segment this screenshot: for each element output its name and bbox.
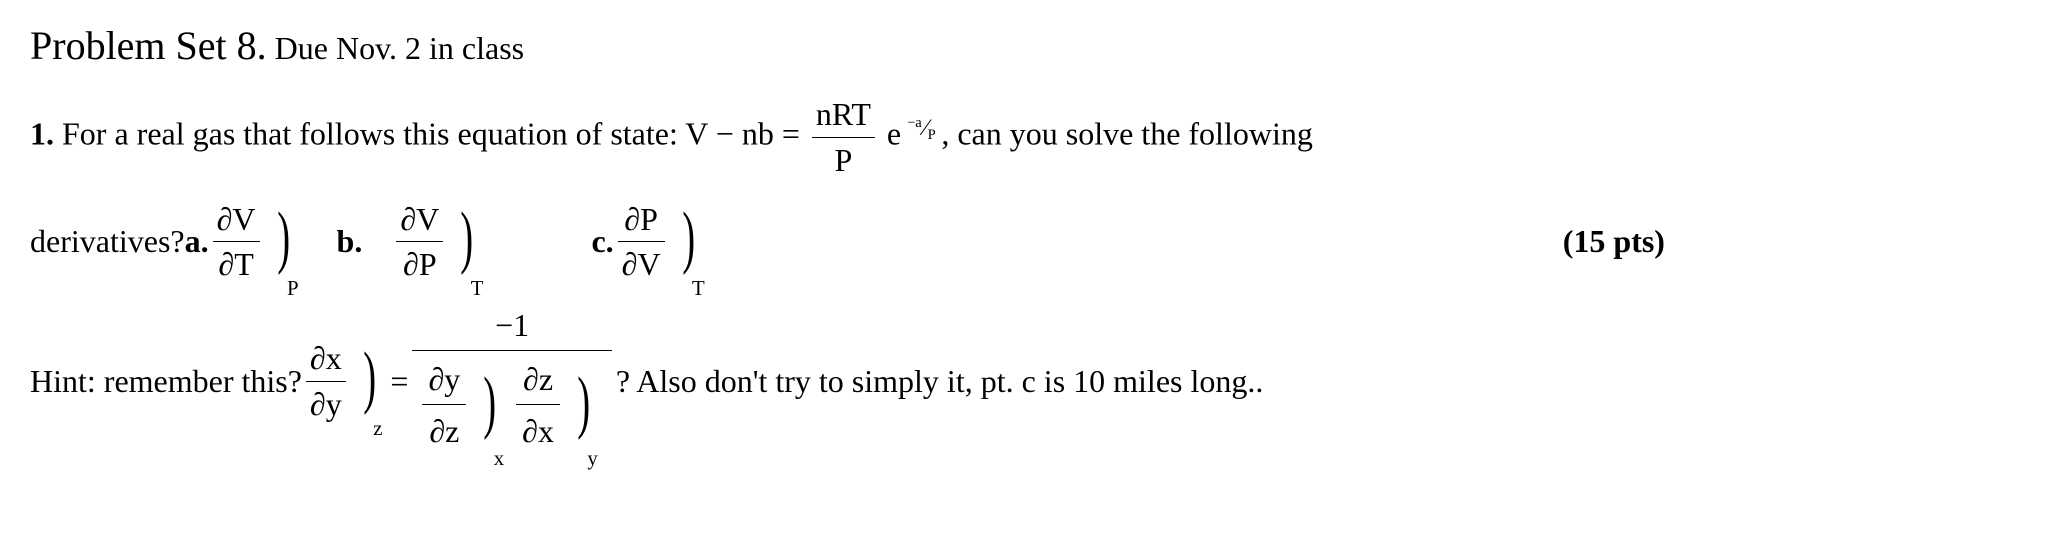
derivatives-line: derivatives? a. ∂V ∂T )P b. ∂V ∂P )T c. … [30,197,2016,288]
frac-num: nRT [812,92,875,137]
dv-dt: ∂V ∂T [213,197,260,288]
triple-lhs: ∂x ∂y )z [302,336,391,427]
dv-dp-den: ∂P [396,241,443,287]
dx-dy: ∂x ∂y [306,336,346,427]
dv-dp-num: ∂V [396,197,443,242]
partial-b: ∂V ∂P )T [392,197,491,288]
problem-lead-a: For a real gas that follows this equatio… [62,116,808,152]
header: Problem Set 8. Due Nov. 2 in class [30,18,2016,74]
equals: = [390,359,408,404]
dz-dx-num: ∂z [516,355,560,404]
part-a-label: a. [185,219,209,264]
close-paren-icon: ) [461,206,474,269]
dy-dz-den: ∂z [422,404,466,458]
part-b-label: b. [337,219,363,264]
partial-a-sub: P [287,274,299,303]
exp-num: −a [907,115,922,131]
close-paren-icon: ) [484,371,497,434]
close-paren-icon: ) [277,206,290,269]
title-main: Problem Set 8. [30,23,267,68]
dp-dv: ∂P ∂V [618,197,665,288]
exponential-e: e [887,116,901,152]
dv-dt-num: ∂V [213,197,260,242]
part-c-label: c. [591,219,613,264]
close-paren-icon: ) [577,371,590,434]
dz-dx-sub: y [587,444,597,473]
dv-dt-den: ∂T [213,241,260,287]
triple-lhs-sub: z [373,414,382,443]
dv-dp: ∂V ∂P [396,197,443,288]
triple-rhs: −1 ∂y ∂z )x ∂z ∂x )y [412,301,611,461]
dx-dy-den: ∂y [306,381,346,427]
dy-dz-num: ∂y [422,355,466,404]
partial-a: ∂V ∂T )P [209,197,307,288]
dp-dv-num: ∂P [618,197,665,242]
dp-dv-den: ∂V [618,241,665,287]
title-sub: Due Nov. 2 in class [275,30,524,66]
hint-lead: Hint: remember this? [30,359,302,404]
close-paren-icon: ) [682,206,695,269]
dy-dz-sub: x [494,444,504,473]
partial-c: ∂P ∂V )T [614,197,713,288]
dy-dz: ∂y ∂z )x [418,355,512,458]
hint-line: Hint: remember this? ∂x ∂y )z = −1 ∂y ∂z… [30,301,2016,461]
hint-tail: ? Also don't try to simply it, pt. c is … [616,359,1264,404]
problem-lead-b: , can you solve the following [941,116,1312,152]
exponent: −a⁄P [909,111,941,136]
close-paren-icon: ) [363,346,376,409]
partial-c-sub: T [692,274,705,303]
dz-dx: ∂z ∂x )y [512,355,606,458]
points: (15 pts) [1563,219,1665,264]
exp-fraction: −a⁄P [909,110,936,143]
frac-den: P [812,137,875,183]
partial-b-sub: T [471,274,484,303]
triple-rhs-den: ∂y ∂z )x ∂z ∂x )y [412,350,611,462]
dz-dx-den: ∂x [516,404,560,458]
problem-line-1: 1. For a real gas that follows this equa… [30,92,2016,183]
dx-dy-num: ∂x [306,336,346,381]
derivatives-lead: derivatives? [30,219,185,264]
exp-den: P [928,127,936,143]
triple-rhs-num: −1 [412,301,611,350]
problem-number: 1. [30,116,54,152]
nrt-over-p: nRT P [812,92,875,183]
